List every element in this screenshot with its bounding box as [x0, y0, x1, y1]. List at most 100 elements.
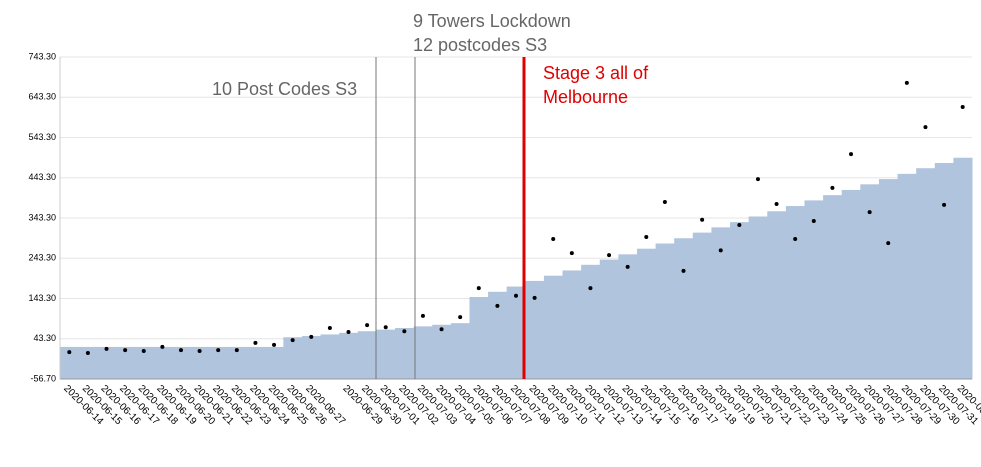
- area-segment: [823, 195, 843, 379]
- data-point: [755, 177, 760, 182]
- area-segment: [134, 346, 154, 379]
- area-segment: [320, 334, 340, 379]
- data-point: [160, 344, 165, 349]
- area-segment: [227, 346, 247, 379]
- data-point: [811, 218, 816, 223]
- data-point: [662, 200, 667, 205]
- area-segment: [506, 286, 526, 379]
- data-point: [681, 268, 686, 273]
- data-point: [644, 235, 649, 240]
- area-segment: [264, 346, 284, 379]
- data-point: [365, 323, 370, 328]
- data-point: [849, 152, 854, 157]
- data-point: [960, 105, 965, 110]
- area-segment: [97, 346, 117, 379]
- data-point: [383, 325, 388, 330]
- data-point: [476, 286, 481, 291]
- data-point: [420, 313, 425, 318]
- area-segment: [916, 168, 936, 379]
- data-point: [867, 210, 872, 215]
- annotation: 10 Post Codes S3: [212, 79, 357, 99]
- area-segment: [748, 216, 768, 379]
- data-point: [346, 330, 351, 335]
- data-point: [234, 348, 239, 353]
- data-point: [290, 338, 295, 343]
- area-segment: [469, 297, 489, 379]
- area-segment: [841, 189, 861, 379]
- area-segment: [785, 206, 805, 379]
- data-point: [197, 348, 202, 353]
- y-tick-label: 43.30: [33, 333, 56, 343]
- data-point: [67, 350, 72, 355]
- data-point: [439, 327, 444, 332]
- data-point: [886, 241, 891, 246]
- area-segment: [711, 227, 731, 379]
- area-segment: [339, 332, 359, 379]
- data-point: [700, 217, 705, 222]
- area-segment: [692, 232, 712, 379]
- area-segment: [413, 326, 433, 379]
- annotation: 12 postcodes S3: [413, 35, 547, 55]
- data-point: [104, 346, 109, 351]
- data-point: [718, 248, 723, 253]
- data-point: [141, 348, 146, 353]
- data-point: [402, 329, 407, 334]
- data-point: [830, 185, 835, 190]
- y-tick-label: 243.30: [28, 253, 56, 263]
- area-segment: [860, 184, 880, 379]
- area-segment: [246, 346, 266, 379]
- area-segment: [897, 173, 917, 379]
- area-segment: [525, 280, 545, 379]
- area-segment: [190, 346, 210, 379]
- data-point: [588, 286, 593, 291]
- y-tick-label: 143.30: [28, 293, 56, 303]
- area-segment: [636, 248, 657, 379]
- area-segment: [357, 331, 377, 379]
- data-point: [923, 125, 928, 130]
- data-point: [942, 202, 947, 207]
- area-segment: [543, 275, 564, 379]
- area-segment: [562, 270, 582, 379]
- area-segment: [953, 157, 973, 379]
- data-point: [123, 348, 128, 353]
- data-point: [737, 222, 742, 227]
- data-point: [607, 253, 612, 258]
- data-point: [551, 237, 556, 242]
- data-point: [327, 326, 332, 331]
- data-point: [904, 80, 909, 85]
- data-point: [309, 334, 314, 339]
- annotation: Melbourne: [543, 87, 628, 107]
- y-tick-label: 543.30: [28, 132, 56, 142]
- area-segment: [767, 211, 787, 379]
- data-point: [253, 340, 258, 345]
- data-point: [514, 293, 518, 298]
- data-point: [793, 237, 798, 242]
- area-segment: [450, 323, 470, 379]
- y-tick-label: 643.30: [28, 92, 56, 102]
- area-segment: [488, 291, 508, 379]
- area-segment: [60, 346, 80, 379]
- data-point: [495, 303, 500, 308]
- data-point: [532, 295, 537, 300]
- area-segment: [208, 346, 229, 379]
- area-segment: [878, 179, 899, 379]
- area-segment: [171, 346, 191, 379]
- area-segment: [655, 243, 675, 379]
- data-point: [216, 348, 221, 353]
- data-point: [272, 342, 277, 347]
- area-segment: [301, 336, 322, 379]
- y-tick-label: 343.30: [28, 212, 56, 222]
- area-segment: [934, 162, 954, 379]
- data-point: [569, 251, 574, 256]
- y-tick-label: -56.70: [30, 373, 56, 383]
- annotation: 9 Towers Lockdown: [413, 11, 571, 31]
- area-segment: [78, 346, 98, 379]
- data-point: [178, 348, 183, 353]
- y-tick-label: 443.30: [28, 172, 56, 182]
- area-segment: [153, 346, 173, 379]
- area-segment: [395, 328, 415, 379]
- area-segment: [804, 200, 824, 379]
- area-segment: [283, 337, 303, 379]
- data-point: [458, 315, 463, 320]
